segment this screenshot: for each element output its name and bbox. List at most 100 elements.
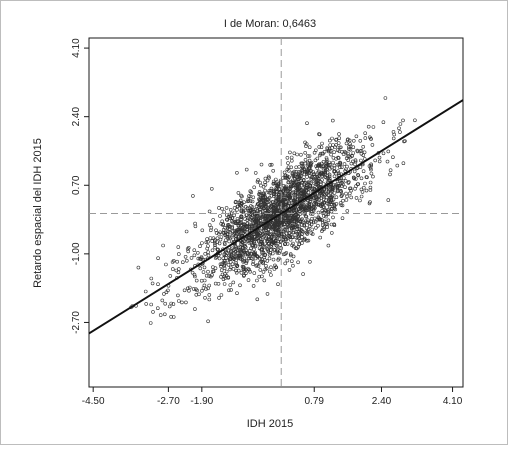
data-point — [310, 175, 315, 180]
data-point — [241, 267, 246, 272]
data-point — [303, 151, 308, 155]
data-point — [294, 172, 299, 176]
data-point — [235, 291, 239, 296]
data-point — [269, 162, 274, 167]
data-point — [223, 242, 227, 246]
data-point — [246, 237, 250, 242]
data-point — [235, 217, 240, 221]
data-point — [264, 236, 268, 241]
data-point — [251, 262, 255, 266]
data-point — [267, 224, 272, 229]
data-point — [314, 226, 318, 230]
data-point — [223, 276, 228, 280]
data-point — [323, 170, 328, 175]
data-point — [258, 268, 263, 272]
data-point — [321, 171, 326, 176]
data-point — [249, 190, 254, 194]
data-point — [265, 259, 270, 263]
data-point — [270, 232, 275, 236]
data-point — [314, 180, 319, 185]
data-point — [332, 203, 337, 207]
data-point — [229, 265, 233, 270]
data-point — [290, 196, 295, 201]
data-point — [223, 238, 228, 242]
data-point — [234, 270, 239, 275]
data-point — [283, 205, 288, 210]
data-point — [335, 183, 340, 188]
data-point — [413, 118, 417, 123]
data-point — [233, 250, 237, 254]
data-point — [337, 132, 341, 136]
data-point — [213, 241, 217, 246]
y-axis-ticks: 4.10 2.40 0.70 -1.00 -2.70 — [71, 38, 89, 334]
data-point — [356, 173, 361, 178]
data-point — [307, 154, 312, 158]
data-point — [336, 171, 341, 175]
data-point — [335, 162, 340, 167]
data-point — [248, 208, 253, 213]
data-point — [392, 132, 397, 137]
data-point — [391, 136, 396, 141]
data-point — [246, 278, 251, 282]
data-point — [186, 246, 191, 250]
data-point — [236, 204, 240, 209]
data-point — [238, 232, 243, 236]
x-tick-label: -1.90 — [190, 396, 213, 407]
data-point — [326, 190, 330, 195]
data-point — [242, 227, 247, 231]
data-point — [232, 206, 237, 210]
data-point — [292, 230, 296, 235]
data-point — [277, 220, 282, 225]
data-point — [263, 217, 268, 221]
data-point — [339, 194, 344, 198]
data-point — [232, 229, 237, 233]
data-point — [261, 261, 266, 266]
data-point — [225, 229, 230, 233]
data-point — [308, 259, 312, 264]
data-point — [228, 208, 233, 212]
data-point — [281, 201, 286, 206]
data-point — [300, 169, 305, 174]
data-point — [238, 228, 243, 232]
data-point — [312, 150, 317, 155]
data-point — [302, 238, 306, 242]
data-point — [231, 237, 235, 242]
data-point — [338, 179, 342, 183]
data-point — [261, 270, 266, 274]
data-point — [339, 165, 344, 169]
data-point — [217, 206, 221, 210]
data-point — [163, 301, 167, 306]
data-point — [242, 274, 246, 278]
data-point — [328, 184, 333, 189]
data-point — [229, 256, 233, 261]
data-point — [274, 195, 278, 200]
data-point — [268, 251, 273, 255]
data-point — [310, 212, 315, 216]
data-point — [291, 235, 296, 239]
data-point — [316, 164, 321, 168]
data-point — [285, 225, 290, 230]
data-point — [344, 167, 348, 172]
data-point — [254, 204, 259, 209]
data-point — [182, 288, 187, 293]
data-point — [230, 262, 235, 267]
data-point — [237, 203, 242, 207]
data-point — [246, 266, 250, 271]
data-point — [317, 195, 321, 200]
data-point — [319, 164, 324, 169]
data-point — [190, 270, 195, 275]
data-point — [224, 253, 228, 258]
data-point — [305, 175, 309, 179]
data-point — [177, 252, 181, 256]
data-point — [348, 147, 353, 152]
data-point — [331, 215, 335, 220]
data-point — [377, 155, 382, 160]
data-point — [347, 145, 351, 149]
data-point — [270, 251, 275, 256]
data-point — [296, 177, 301, 182]
data-point — [322, 227, 327, 231]
data-point — [383, 96, 388, 100]
data-point — [186, 249, 190, 254]
data-point — [317, 194, 322, 198]
data-point — [149, 276, 154, 281]
